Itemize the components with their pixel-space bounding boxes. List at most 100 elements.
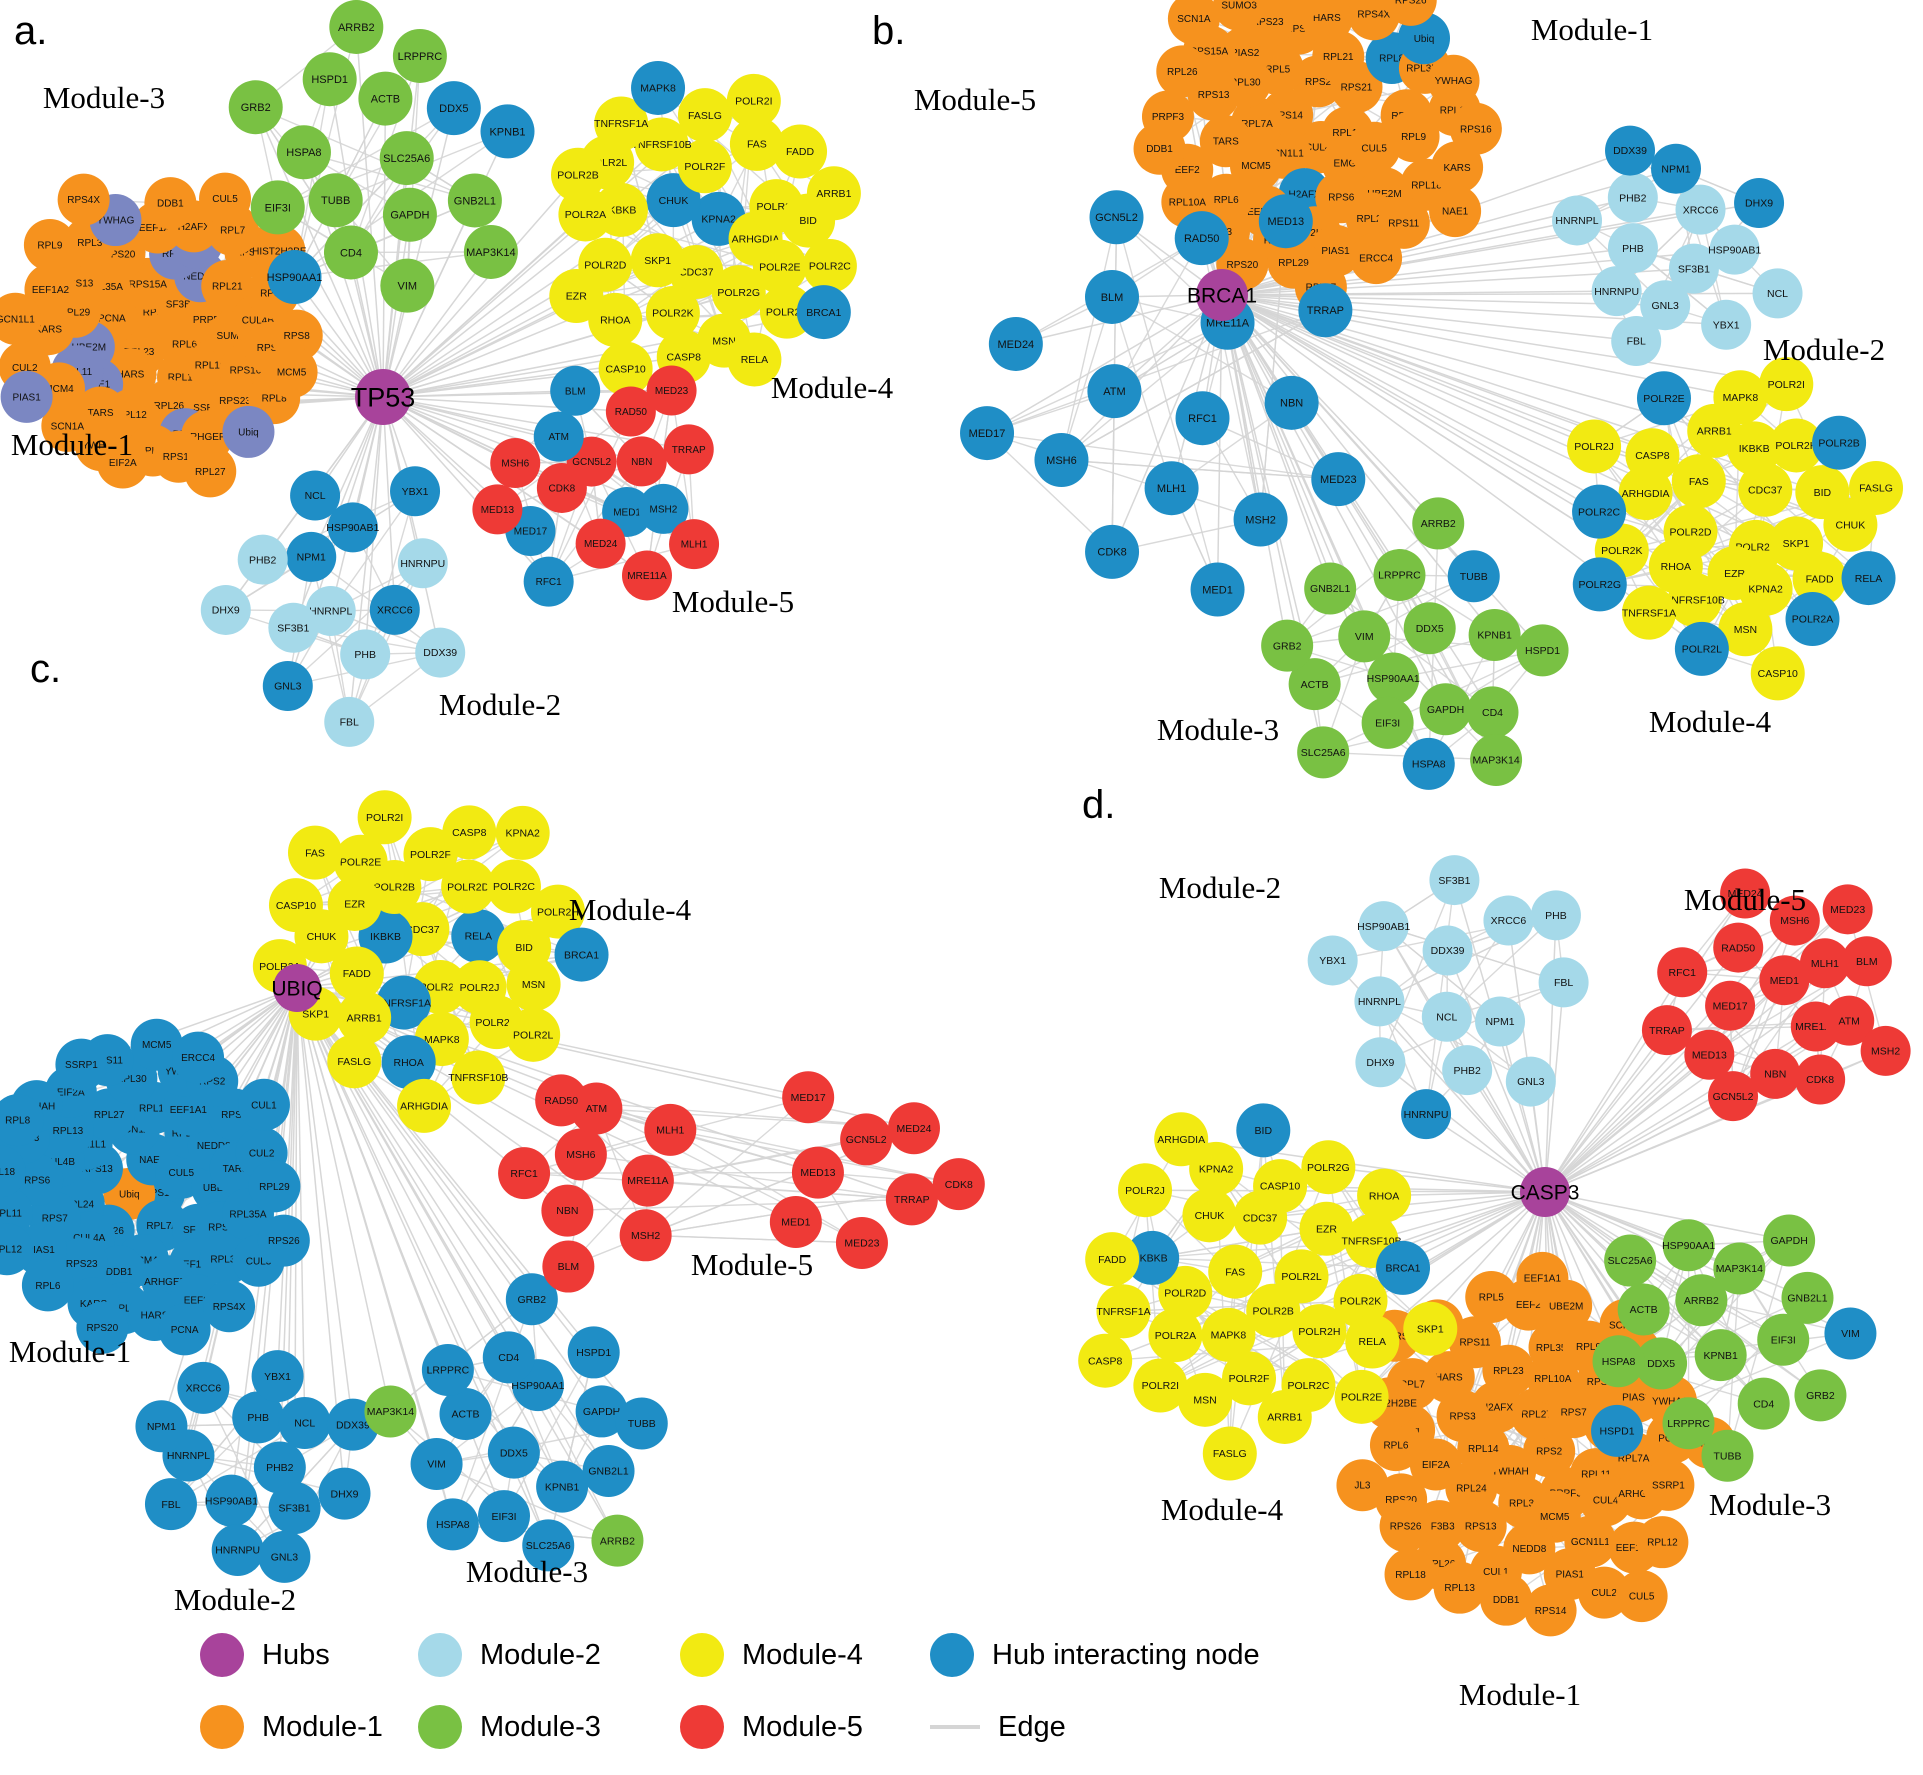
node-TNFRSF1A[interactable]: TNFRSF1A — [1096, 1284, 1151, 1339]
node-KPNB1[interactable]: KPNB1 — [1694, 1329, 1747, 1382]
node-GCN5L2[interactable]: GCN5L2 — [1089, 190, 1144, 245]
node-RPL12[interactable]: RPL12 — [1636, 1516, 1689, 1569]
node-MAP3K14[interactable]: MAP3K14 — [1470, 733, 1523, 786]
node-POLR2A[interactable]: POLR2A — [1148, 1308, 1203, 1363]
node-GNL3[interactable]: GNL3 — [1505, 1056, 1556, 1107]
node-POLR2B[interactable]: POLR2B — [551, 147, 606, 202]
node-HSPA8[interactable]: HSPA8 — [1592, 1335, 1645, 1388]
node-NAE1[interactable]: NAE1 — [1429, 185, 1482, 238]
node-GRB2[interactable]: GRB2 — [228, 80, 283, 135]
node-RPL29[interactable]: RPL29 — [248, 1160, 301, 1213]
node-BRCA1[interactable]: BRCA1 — [554, 927, 609, 982]
node-HNRNPU[interactable]: HNRNPU — [1401, 1089, 1452, 1140]
node-DDX39[interactable]: DDX39 — [1422, 925, 1473, 976]
node-CUL5[interactable]: CUL5 — [1615, 1570, 1668, 1623]
node-HSP90AB1[interactable]: HSP90AB1 — [205, 1474, 258, 1527]
node-GCN5L2[interactable]: GCN5L2 — [840, 1113, 893, 1166]
node-EZR[interactable]: EZR — [1299, 1201, 1354, 1256]
node-RPS4X[interactable]: RPS4X — [203, 1280, 256, 1333]
node-MED24[interactable]: MED24 — [988, 316, 1043, 371]
node-MSN[interactable]: MSN — [506, 957, 561, 1012]
node-NCL[interactable]: NCL — [278, 1397, 331, 1450]
node-YWHAG[interactable]: YWHAG — [1427, 54, 1480, 107]
node-NPM1[interactable]: NPM1 — [1651, 143, 1702, 194]
node-LRPPRC[interactable]: LRPPRC — [421, 1343, 474, 1396]
node-YBX1[interactable]: YBX1 — [251, 1350, 304, 1403]
node-CASP8[interactable]: CASP8 — [442, 805, 497, 860]
node-CD4[interactable]: CD4 — [323, 225, 378, 280]
node-HNRNPL[interactable]: HNRNPL — [1552, 195, 1603, 246]
node-MRE11A[interactable]: MRE11A — [621, 550, 672, 601]
node-POLR2J[interactable]: POLR2J — [1118, 1163, 1173, 1218]
node-EIF2A[interactable]: EIF2A — [1330, 0, 1382, 7]
node-NBN[interactable]: NBN — [1750, 1048, 1801, 1099]
node-RAD50[interactable]: RAD50 — [535, 1074, 588, 1127]
node-RFC1[interactable]: RFC1 — [498, 1147, 551, 1200]
node-Ubiq[interactable]: Ubiq — [222, 405, 275, 458]
node-MSH6[interactable]: MSH6 — [554, 1128, 607, 1181]
node-NCL[interactable]: NCL — [1752, 268, 1803, 319]
node-RPL5[interactable]: RPL5 — [1465, 1271, 1518, 1324]
node-ERCC4[interactable]: ERCC4 — [1350, 232, 1403, 285]
node-HSPD1[interactable]: HSPD1 — [1516, 624, 1569, 677]
node-SF3B1[interactable]: SF3B1 — [268, 1482, 321, 1535]
node-GNB2L1[interactable]: GNB2L1 — [582, 1444, 635, 1497]
node-ARRB1[interactable]: ARRB1 — [1257, 1389, 1312, 1444]
node-DDB1[interactable]: DDB1 — [1480, 1573, 1533, 1626]
node-ATM[interactable]: ATM — [1087, 364, 1142, 419]
node-MAP3K14[interactable]: MAP3K14 — [463, 224, 518, 279]
node-YBX1[interactable]: YBX1 — [1307, 935, 1358, 986]
node-FAS[interactable]: FAS — [288, 825, 343, 880]
node-RPS4X[interactable]: RPS4X — [57, 173, 110, 226]
node-MRE11A[interactable]: MRE11A — [621, 1154, 674, 1207]
node-FADD[interactable]: FADD — [1085, 1232, 1140, 1287]
node-GNL3[interactable]: GNL3 — [258, 1530, 311, 1583]
node-CUL4A[interactable]: CUL4A — [1281, 0, 1333, 17]
node-EIF3I[interactable]: EIF3I — [1361, 696, 1414, 749]
node-BLM[interactable]: BLM — [1841, 936, 1892, 987]
node-MED24[interactable]: MED24 — [887, 1102, 940, 1155]
node-KPNB1[interactable]: KPNB1 — [1468, 608, 1521, 661]
node-GCN5L2[interactable]: GCN5L2 — [1708, 1071, 1759, 1122]
node-DHX9[interactable]: DHX9 — [1355, 1037, 1406, 1088]
node-MAPK8[interactable]: MAPK8 — [631, 60, 686, 115]
node-RPL27[interactable]: RPL27 — [184, 445, 237, 498]
node-ARRB2[interactable]: ARRB2 — [1412, 497, 1465, 550]
node-CHUK[interactable]: CHUK — [1182, 1188, 1237, 1243]
node-ARRB2[interactable]: ARRB2 — [329, 0, 384, 54]
node-VIM[interactable]: VIM — [1338, 610, 1391, 663]
node-NBN[interactable]: NBN — [541, 1184, 594, 1237]
node-HSP90AA1[interactable]: HSP90AA1 — [1662, 1219, 1715, 1272]
node-MED17[interactable]: MED17 — [960, 406, 1015, 461]
node-VIM[interactable]: VIM — [1824, 1307, 1877, 1360]
node-MED23[interactable]: MED23 — [1311, 452, 1366, 507]
node-ACTB[interactable]: ACTB — [358, 71, 413, 126]
node-DDX39[interactable]: DDX39 — [415, 627, 466, 678]
node-RPL26[interactable]: RPL26 — [1156, 45, 1209, 98]
node-NBN[interactable]: NBN — [616, 436, 667, 487]
node-SSRP1[interactable]: SSRP1 — [55, 1038, 108, 1091]
node-FAS[interactable]: FAS — [1208, 1244, 1263, 1299]
node-BID[interactable]: BID — [1236, 1103, 1291, 1158]
node-GRB2[interactable]: GRB2 — [1261, 619, 1314, 672]
node-POLR2L[interactable]: POLR2L — [1274, 1249, 1329, 1304]
node-POLR2G[interactable]: POLR2G — [1301, 1140, 1356, 1195]
node-BRCA1[interactable]: BRCA1 — [796, 285, 851, 340]
node-MED1[interactable]: MED1 — [1190, 562, 1245, 617]
node-POLR2E[interactable]: POLR2E — [1334, 1369, 1389, 1424]
node-BLM[interactable]: BLM — [550, 365, 601, 416]
node-RPL6[interactable]: RPL6 — [21, 1259, 74, 1312]
node-POLR2E[interactable]: POLR2E — [752, 239, 807, 294]
node-RELA[interactable]: RELA — [451, 909, 506, 964]
node-CUL1[interactable]: CUL1 — [237, 1078, 290, 1131]
node-FASLG[interactable]: FASLG — [1202, 1426, 1257, 1481]
node-RHOA[interactable]: RHOA — [1357, 1168, 1412, 1223]
node-GNB2L1[interactable]: GNB2L1 — [1304, 562, 1357, 615]
node-POLR2C[interactable]: POLR2C — [1572, 484, 1627, 539]
node-FBL[interactable]: FBL — [144, 1478, 197, 1531]
node-EZR[interactable]: EZR — [549, 269, 604, 324]
node-VIM[interactable]: VIM — [380, 258, 435, 313]
node-GNL3[interactable]: GNL3 — [262, 660, 313, 711]
node-FASLG[interactable]: FASLG — [327, 1034, 382, 1089]
node-PHB2[interactable]: PHB2 — [1442, 1045, 1493, 1096]
